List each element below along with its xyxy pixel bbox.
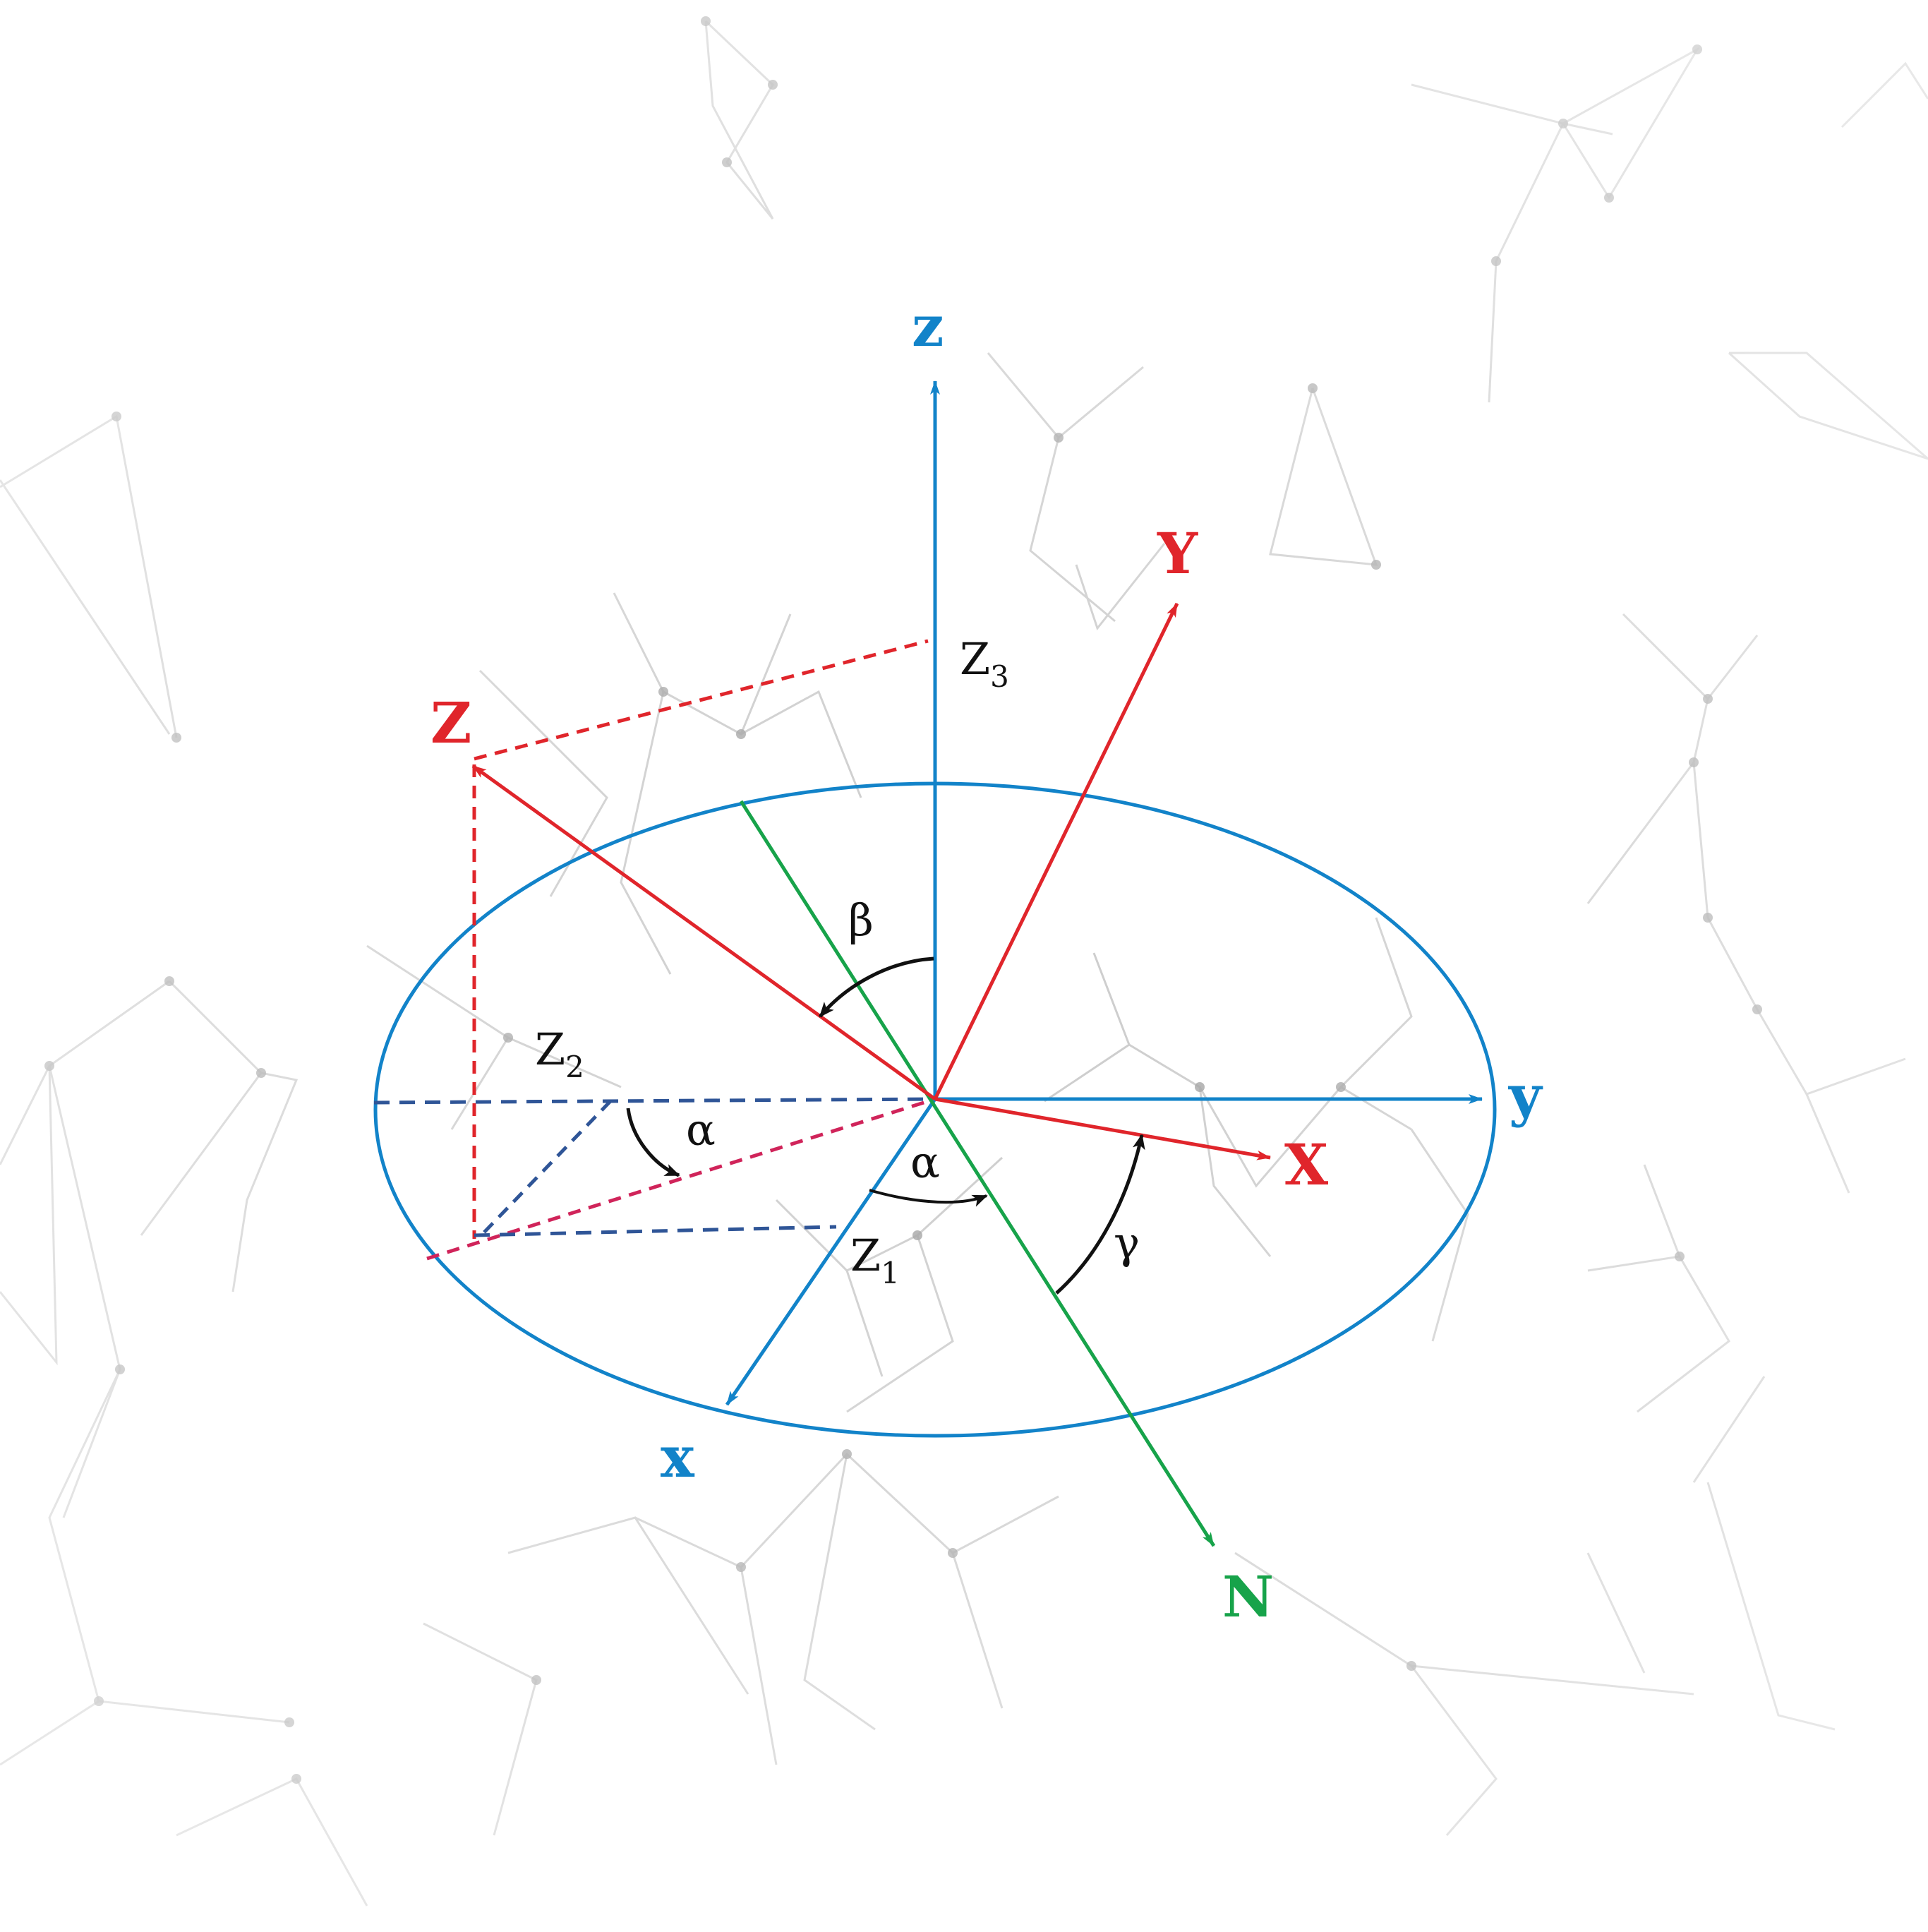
Z-axis: [471, 764, 936, 1101]
node-N-label: N: [1222, 1564, 1274, 1630]
fixed-y-label: y: [1507, 1062, 1543, 1129]
alpha-left-label: α: [686, 1104, 716, 1156]
fixed-z-label: z: [912, 293, 944, 359]
z1-projection-line: [474, 1225, 837, 1237]
z1-label: Z1: [850, 1230, 900, 1290]
X-axis: [934, 1097, 1271, 1160]
node-line: [739, 800, 1216, 1547]
beta-label: β: [848, 894, 874, 946]
z-ground-projection: [426, 1097, 936, 1261]
z3-projection-line: [474, 639, 929, 761]
alpha-center-label: α: [910, 1136, 940, 1188]
rotated-Z-label: Z: [430, 690, 471, 756]
rotated-Y-label: Y: [1157, 520, 1198, 587]
Y-axis: [933, 602, 1179, 1100]
z3-label: Z3: [960, 633, 1009, 694]
x-axis: [725, 1098, 937, 1406]
z2-label: Z2: [535, 1024, 584, 1084]
rotated-X-label: X: [1284, 1132, 1328, 1198]
gamma-arc: [1055, 1134, 1145, 1295]
gamma-label: γ: [1114, 1217, 1140, 1268]
alpha-left-arc: [626, 1108, 680, 1177]
projection-lines: [373, 639, 936, 1261]
beta-arc: [819, 956, 934, 1018]
z2-projection-line: [373, 1097, 936, 1105]
alpha-center-arc: [869, 1189, 988, 1207]
z2-diagonal-line: [478, 1100, 612, 1238]
fixed-x-label: x: [661, 1424, 695, 1490]
